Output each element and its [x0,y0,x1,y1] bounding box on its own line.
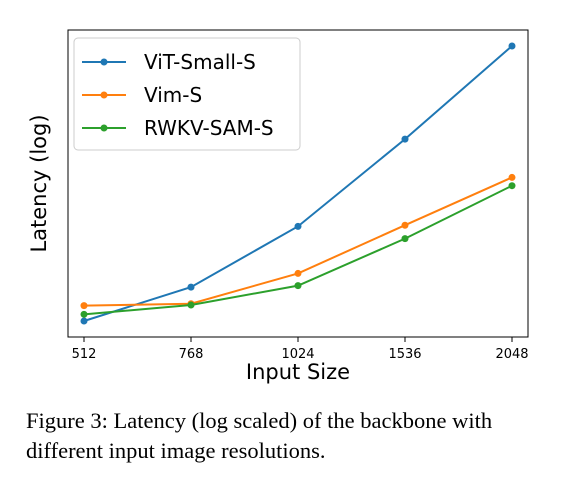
caption-text: Latency (log scaled) of the backbone wit… [26,408,493,463]
legend-swatch-marker [100,58,108,66]
data-point [187,301,195,309]
data-point [80,317,88,325]
legend-item: ViT-Small-S [82,50,256,74]
legend-item: Vim-S [82,83,202,107]
data-point [294,269,302,277]
series-layer [80,42,516,325]
x-axis-label: Input Size [246,360,350,384]
legend-label: RWKV-SAM-S [144,116,274,140]
data-point [508,182,516,190]
series-line [83,184,513,316]
data-point [294,222,302,230]
legend-swatch-marker [100,124,108,132]
data-point [508,42,516,50]
x-tick-label: 1024 [281,347,314,362]
legend-swatch-marker [100,91,108,99]
x-axis-ticks: 512 768 1024 1536 2048 [72,337,529,362]
series-vit-small-s [80,42,516,325]
legend-frame [73,37,301,151]
data-point [80,302,88,310]
figure-caption: Figure 3: Latency (log scaled) of the ba… [26,406,566,466]
y-axis-label: Latency (log) [27,114,51,252]
data-point [187,283,195,291]
legend: ViT-Small-S Vim-S RWKV-SAM-S [73,37,301,151]
series-rwkv-sam-s [80,182,516,318]
latency-chart: 512 768 1024 1536 2048 Input Size Latency (l… [27,29,529,384]
data-point [401,221,409,229]
data-point [294,282,302,290]
data-point [401,135,409,143]
data-point [508,173,516,181]
legend-label: ViT-Small-S [144,50,256,74]
x-tick-label: 2048 [495,347,528,362]
data-point [401,235,409,243]
caption-label: Figure 3: [26,408,108,433]
x-tick-label: 768 [179,347,204,362]
x-tick-label: 1536 [388,347,421,362]
legend-item: RWKV-SAM-S [82,116,274,140]
x-tick-label: 512 [72,347,97,362]
data-point [80,310,88,318]
legend-label: Vim-S [144,83,202,107]
